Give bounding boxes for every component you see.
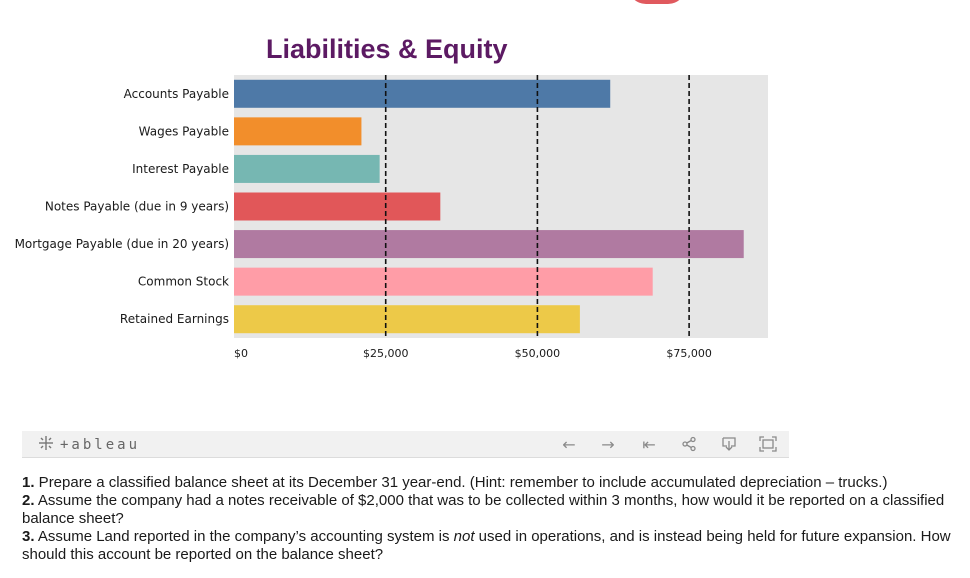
x-tick-label: $50,000 xyxy=(515,347,561,360)
bar-interest-payable[interactable] xyxy=(234,154,380,183)
x-tick-label: $25,000 xyxy=(363,347,409,360)
redo-icon[interactable]: → xyxy=(601,434,615,454)
x-tick-label: $0 xyxy=(234,347,248,360)
share-icon[interactable] xyxy=(678,434,700,454)
category-label: Common Stock xyxy=(138,275,229,289)
tableau-logo[interactable]: +ableau xyxy=(38,435,140,455)
tableau-toolbar: +ableau ← → ⇤ xyxy=(22,431,789,458)
bar-wages-payable[interactable] xyxy=(234,117,362,146)
category-label: Notes Payable (due in 9 years) xyxy=(45,200,229,214)
chart-title: Liabilities & Equity xyxy=(266,34,508,64)
category-label: Wages Payable xyxy=(139,124,229,138)
bar-retained-earnings[interactable] xyxy=(234,305,580,334)
undo-icon[interactable]: ← xyxy=(562,434,576,454)
partial-shape-decoration xyxy=(628,0,686,4)
questions-list: 1. Prepare a classified balance sheet at… xyxy=(22,474,952,564)
bar-mortgage-payable-due-in-20-years[interactable] xyxy=(234,230,744,259)
revert-icon[interactable]: ⇤ xyxy=(642,434,656,454)
bar-chart: Liabilities & Equity Accounts Payable Wag… xyxy=(15,34,768,360)
bar-accounts-payable[interactable] xyxy=(234,79,611,108)
question-3: 3. Assume Land reported in the company’s… xyxy=(22,528,951,563)
question-2: 2. Assume the company had a notes receiv… xyxy=(22,492,945,527)
category-label: Accounts Payable xyxy=(124,87,229,101)
bar-notes-payable-due-in-9-years[interactable] xyxy=(234,192,441,221)
question-1: 1. Prepare a classified balance sheet at… xyxy=(22,474,888,491)
category-label: Mortgage Payable (due in 20 years) xyxy=(15,237,229,251)
tableau-wordmark: +ableau xyxy=(60,437,141,453)
category-label: Interest Payable xyxy=(132,162,229,176)
tableau-cross-icon xyxy=(38,435,54,455)
category-label: Retained Earnings xyxy=(120,312,229,326)
chart-area: Liabilities & Equity Accounts Payable Wag… xyxy=(15,0,768,360)
x-tick-label: $75,000 xyxy=(666,347,712,360)
bar-common-stock[interactable] xyxy=(234,267,653,296)
fullscreen-icon[interactable] xyxy=(757,434,779,454)
download-icon[interactable] xyxy=(718,434,740,454)
